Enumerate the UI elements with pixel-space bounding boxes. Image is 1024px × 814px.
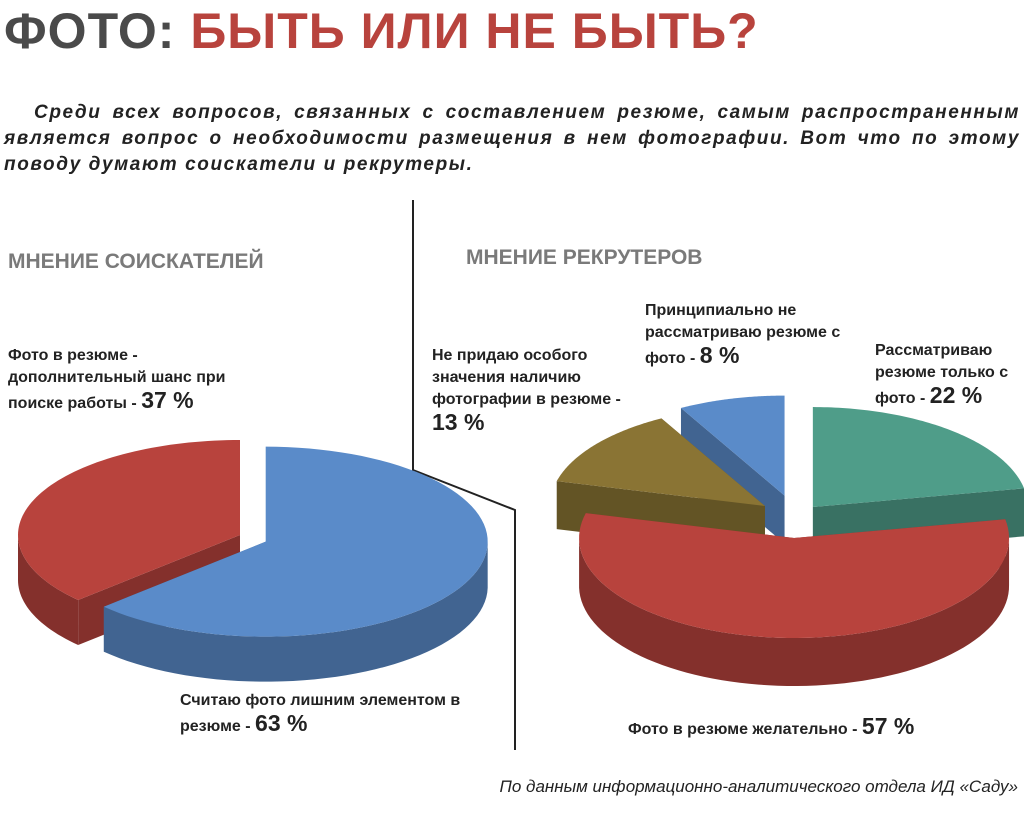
title: ФОТО: БЫТЬ ИЛИ НЕ БЫТЬ? — [4, 2, 759, 60]
slice-category: Принципиально не рассматриваю резюме с ф… — [645, 302, 841, 367]
slice-category: Фото в резюме - дополнительный шанс при … — [8, 347, 226, 412]
slice-side — [103, 542, 488, 682]
slice-category: Рассматриваю резюме только с фото - — [875, 342, 1009, 407]
slice-label: Фото в резюме желательно - 57 % — [628, 715, 998, 741]
title-main: БЫТЬ ИЛИ НЕ БЫТЬ? — [190, 3, 759, 59]
slice-category: Фото в резюме желательно - — [628, 721, 858, 738]
chart-title: МНЕНИЕ СОИСКАТЕЛЕЙ — [8, 250, 264, 273]
slice-value-label: 8 % — [699, 342, 740, 368]
title-lead: ФОТО: — [4, 3, 176, 59]
slice — [103, 446, 488, 637]
slice-label: Принципиально не рассматриваю резюме с ф… — [645, 300, 865, 370]
slice-value-label: 57 % — [861, 713, 915, 739]
slice — [579, 513, 1010, 638]
intro: Среди всех вопросов, связанных с составл… — [4, 102, 1020, 175]
slice-value-label: 22 % — [929, 382, 983, 408]
slice-category: Не придаю особого значения наличию фотог… — [432, 347, 621, 408]
divider — [412, 200, 516, 750]
slice-label: Считаю фото лишним элементом в резюме - … — [180, 690, 470, 738]
source: По данным информационно-аналитического о… — [499, 777, 1018, 796]
slice-value-label: 13 % — [432, 409, 485, 435]
slice-side — [18, 534, 79, 646]
slice-label: Рассматриваю резюме только с фото - 22 % — [875, 340, 1024, 410]
chart-title: МНЕНИЕ РЕКРУТЕРОВ — [466, 246, 703, 269]
slice — [18, 440, 240, 601]
slice-label: Не придаю особого значения наличию фотог… — [432, 345, 632, 437]
slice — [680, 395, 785, 496]
slice-category: Считаю фото лишним элементом в резюме - — [180, 692, 461, 735]
slice-value-label: 37 % — [141, 387, 194, 413]
slice-side — [579, 537, 1010, 686]
slice — [556, 418, 765, 507]
slice — [812, 407, 1024, 508]
slice-value-label: 63 % — [255, 710, 308, 736]
slice-label: Фото в резюме - дополнительный шанс при … — [8, 345, 278, 415]
